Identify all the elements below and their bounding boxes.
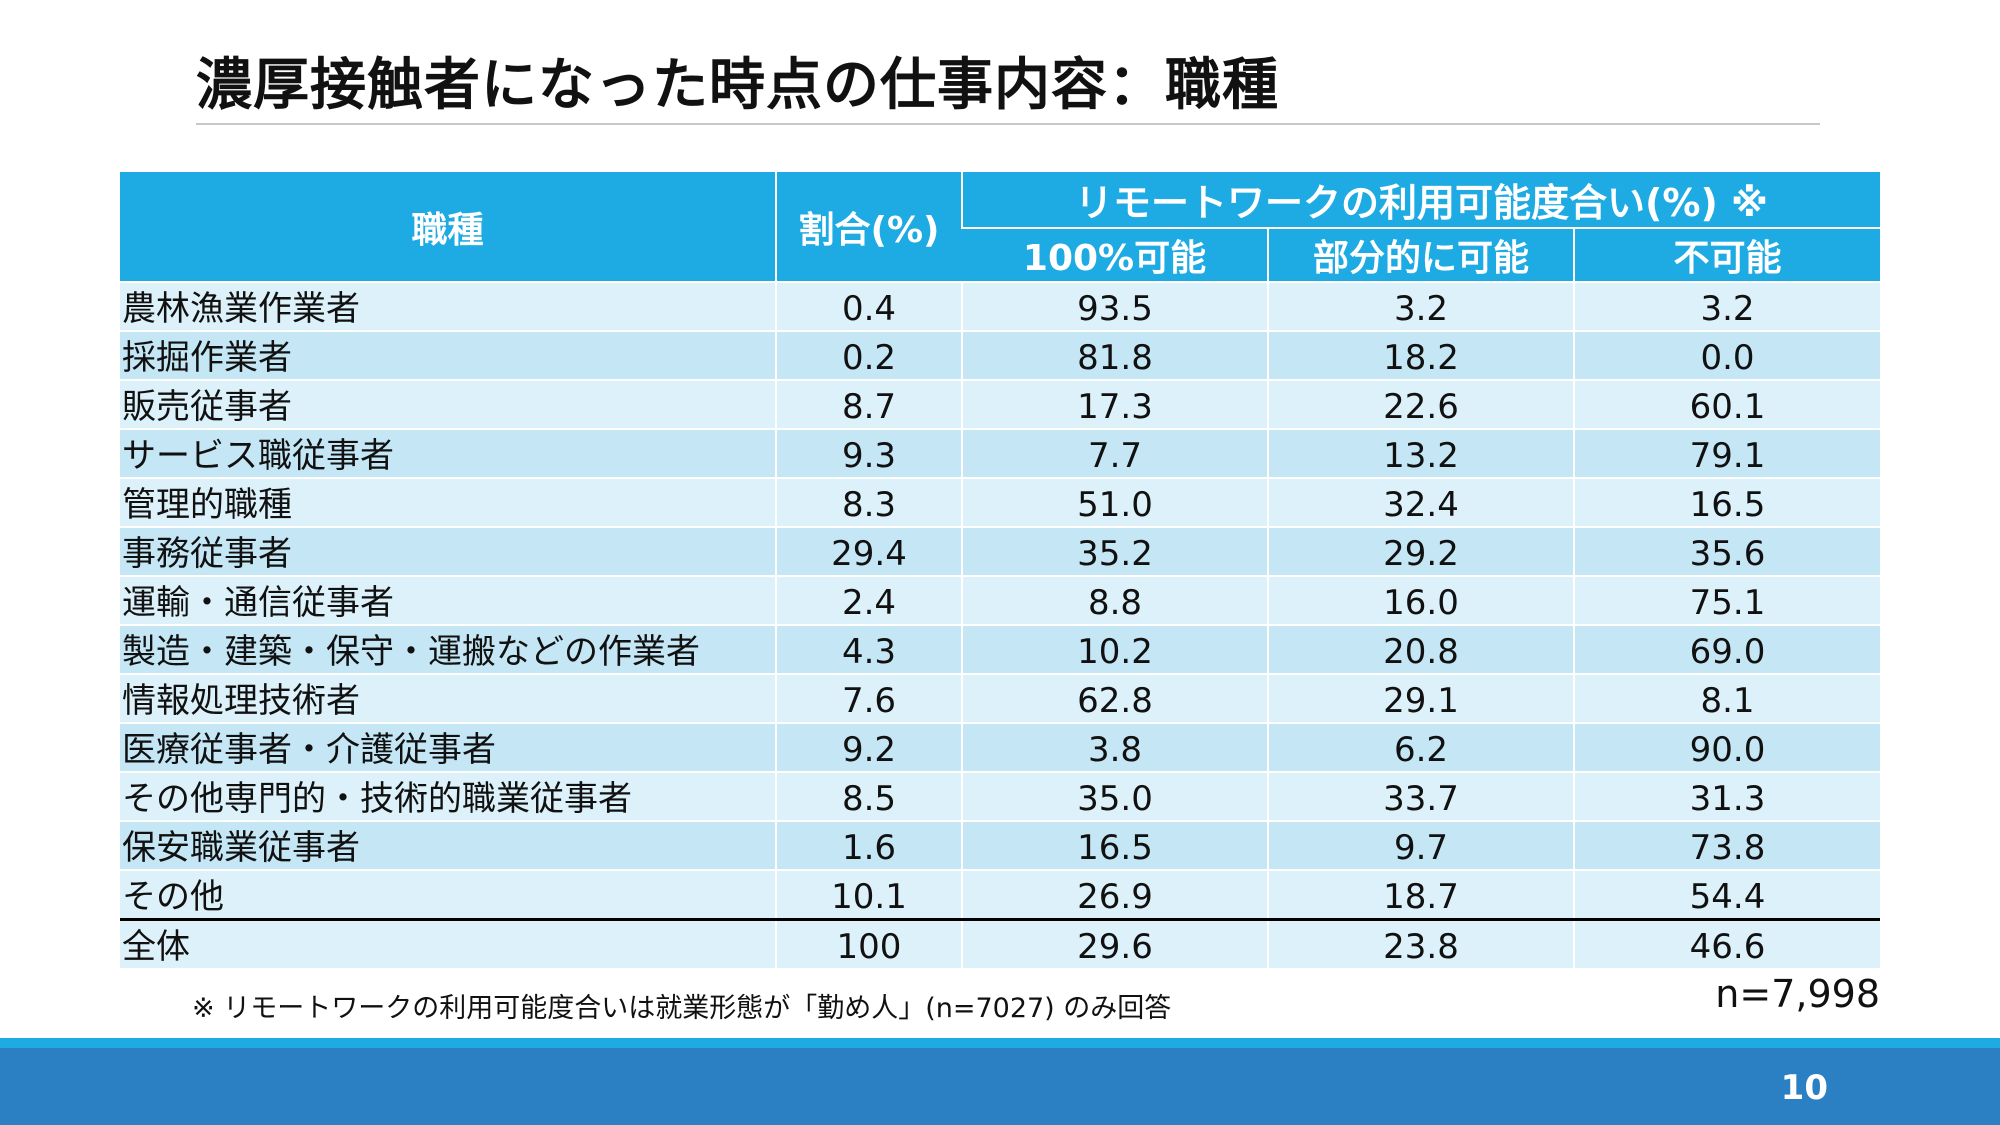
cell-none: 79.1 [1573, 428, 1880, 478]
cell-none: 3.2 [1573, 281, 1880, 331]
cell-none: 46.6 [1573, 918, 1880, 968]
cell-occupation: 医療従事者・介護従事者 [120, 722, 776, 772]
table-row: 運輸・通信従事者 2.4 8.8 16.0 75.1 [120, 575, 1880, 625]
table-body: 農林漁業作業者 0.4 93.5 3.2 3.2 採掘作業者 0.2 81.8 18.2 0.0 販… [120, 281, 1880, 968]
cell-occupation: 運輸・通信従事者 [120, 575, 776, 625]
cell-full: 81.8 [961, 330, 1268, 380]
cell-occupation: 農林漁業作業者 [120, 281, 776, 331]
cell-partial: 3.2 [1267, 281, 1574, 331]
cell-full: 3.8 [961, 722, 1268, 772]
cell-none: 90.0 [1573, 722, 1880, 772]
cell-share: 29.4 [775, 526, 962, 576]
cell-full: 10.2 [961, 624, 1268, 674]
cell-full: 17.3 [961, 379, 1268, 429]
cell-full: 7.7 [961, 428, 1268, 478]
table-row: 製造・建築・保守・運搬などの作業者 4.3 10.2 20.8 69.0 [120, 624, 1880, 674]
cell-occupation: その他 [120, 869, 776, 920]
table-row: サービス職従事者 9.3 7.7 13.2 79.1 [120, 428, 1880, 478]
table-row: その他 10.1 26.9 18.7 54.4 [120, 869, 1880, 920]
cell-full: 93.5 [961, 281, 1268, 331]
cell-partial: 29.1 [1267, 673, 1574, 723]
cell-share: 8.3 [775, 477, 962, 527]
cell-occupation: 事務従事者 [120, 526, 776, 576]
cell-full: 16.5 [961, 820, 1268, 870]
header-partial: 部分的に可能 [1267, 227, 1574, 282]
cell-share: 10.1 [775, 869, 962, 920]
cell-partial: 18.7 [1267, 869, 1574, 920]
cell-full: 35.2 [961, 526, 1268, 576]
cell-none: 0.0 [1573, 330, 1880, 380]
cell-share: 9.3 [775, 428, 962, 478]
cell-occupation: 全体 [120, 918, 776, 968]
cell-partial: 29.2 [1267, 526, 1574, 576]
cell-none: 60.1 [1573, 379, 1880, 429]
cell-none: 75.1 [1573, 575, 1880, 625]
cell-partial: 13.2 [1267, 428, 1574, 478]
cell-share: 4.3 [775, 624, 962, 674]
cell-none: 54.4 [1573, 869, 1880, 920]
cell-partial: 18.2 [1267, 330, 1574, 380]
table-row: 保安職業従事者 1.6 16.5 9.7 73.8 [120, 820, 1880, 870]
cell-full: 8.8 [961, 575, 1268, 625]
table-row-total: 全体 100 29.6 23.8 46.6 [120, 918, 1880, 968]
cell-partial: 6.2 [1267, 722, 1574, 772]
sample-size: n=7,998 [1715, 972, 1880, 1016]
table-row: 医療従事者・介護従事者 9.2 3.8 6.2 90.0 [120, 722, 1880, 772]
footnote: ※ リモートワークの利用可能度合いは就業形態が「勤め人」(n=7027) のみ回… [192, 993, 1172, 1024]
table-row: 情報処理技術者 7.6 62.8 29.1 8.1 [120, 673, 1880, 723]
cell-share: 2.4 [775, 575, 962, 625]
cell-occupation: 販売従事者 [120, 379, 776, 429]
cell-share: 7.6 [775, 673, 962, 723]
table-row: 管理的職種 8.3 51.0 32.4 16.5 [120, 477, 1880, 527]
cell-full: 26.9 [961, 869, 1268, 920]
footer-bar [0, 1048, 2000, 1125]
cell-partial: 9.7 [1267, 820, 1574, 870]
page-number: 10 [1780, 1068, 1828, 1108]
cell-none: 69.0 [1573, 624, 1880, 674]
cell-partial: 33.7 [1267, 771, 1574, 821]
cell-full: 29.6 [961, 918, 1268, 968]
cell-occupation: 情報処理技術者 [120, 673, 776, 723]
occupation-table: 職種 割合(%) リモートワークの利用可能度合い(%) ※ 100%可能 部分的… [120, 172, 1880, 968]
cell-share: 1.6 [775, 820, 962, 870]
table-row: 農林漁業作業者 0.4 93.5 3.2 3.2 [120, 281, 1880, 331]
cell-full: 35.0 [961, 771, 1268, 821]
table-row: 採掘作業者 0.2 81.8 18.2 0.0 [120, 330, 1880, 380]
cell-full: 62.8 [961, 673, 1268, 723]
cell-share: 8.5 [775, 771, 962, 821]
cell-none: 31.3 [1573, 771, 1880, 821]
cell-partial: 32.4 [1267, 477, 1574, 527]
title-divider [196, 123, 1820, 125]
header-occupation: 職種 [120, 172, 776, 282]
cell-occupation: 採掘作業者 [120, 330, 776, 380]
table-row: 事務従事者 29.4 35.2 29.2 35.6 [120, 526, 1880, 576]
cell-partial: 23.8 [1267, 918, 1574, 968]
cell-occupation: 保安職業従事者 [120, 820, 776, 870]
cell-none: 8.1 [1573, 673, 1880, 723]
table-row: 販売従事者 8.7 17.3 22.6 60.1 [120, 379, 1880, 429]
header-remote-group: リモートワークの利用可能度合い(%) ※ [961, 172, 1880, 228]
cell-share: 100 [775, 918, 962, 968]
cell-none: 35.6 [1573, 526, 1880, 576]
cell-none: 73.8 [1573, 820, 1880, 870]
cell-share: 0.2 [775, 330, 962, 380]
cell-occupation: 管理的職種 [120, 477, 776, 527]
cell-occupation: 製造・建築・保守・運搬などの作業者 [120, 624, 776, 674]
cell-partial: 22.6 [1267, 379, 1574, 429]
cell-partial: 16.0 [1267, 575, 1574, 625]
cell-occupation: サービス職従事者 [120, 428, 776, 478]
cell-share: 8.7 [775, 379, 962, 429]
page-title: 濃厚接触者になった時点の仕事内容：職種 [196, 53, 1279, 118]
cell-full: 51.0 [961, 477, 1268, 527]
header-share: 割合(%) [775, 172, 962, 282]
cell-occupation: その他専門的・技術的職業従事者 [120, 771, 776, 821]
cell-share: 0.4 [775, 281, 962, 331]
cell-none: 16.5 [1573, 477, 1880, 527]
table-row: その他専門的・技術的職業従事者 8.5 35.0 33.7 31.3 [120, 771, 1880, 821]
footer-accent-line [0, 1038, 2000, 1048]
cell-partial: 20.8 [1267, 624, 1574, 674]
cell-share: 9.2 [775, 722, 962, 772]
header-none: 不可能 [1573, 227, 1880, 282]
header-full: 100%可能 [962, 227, 1268, 282]
